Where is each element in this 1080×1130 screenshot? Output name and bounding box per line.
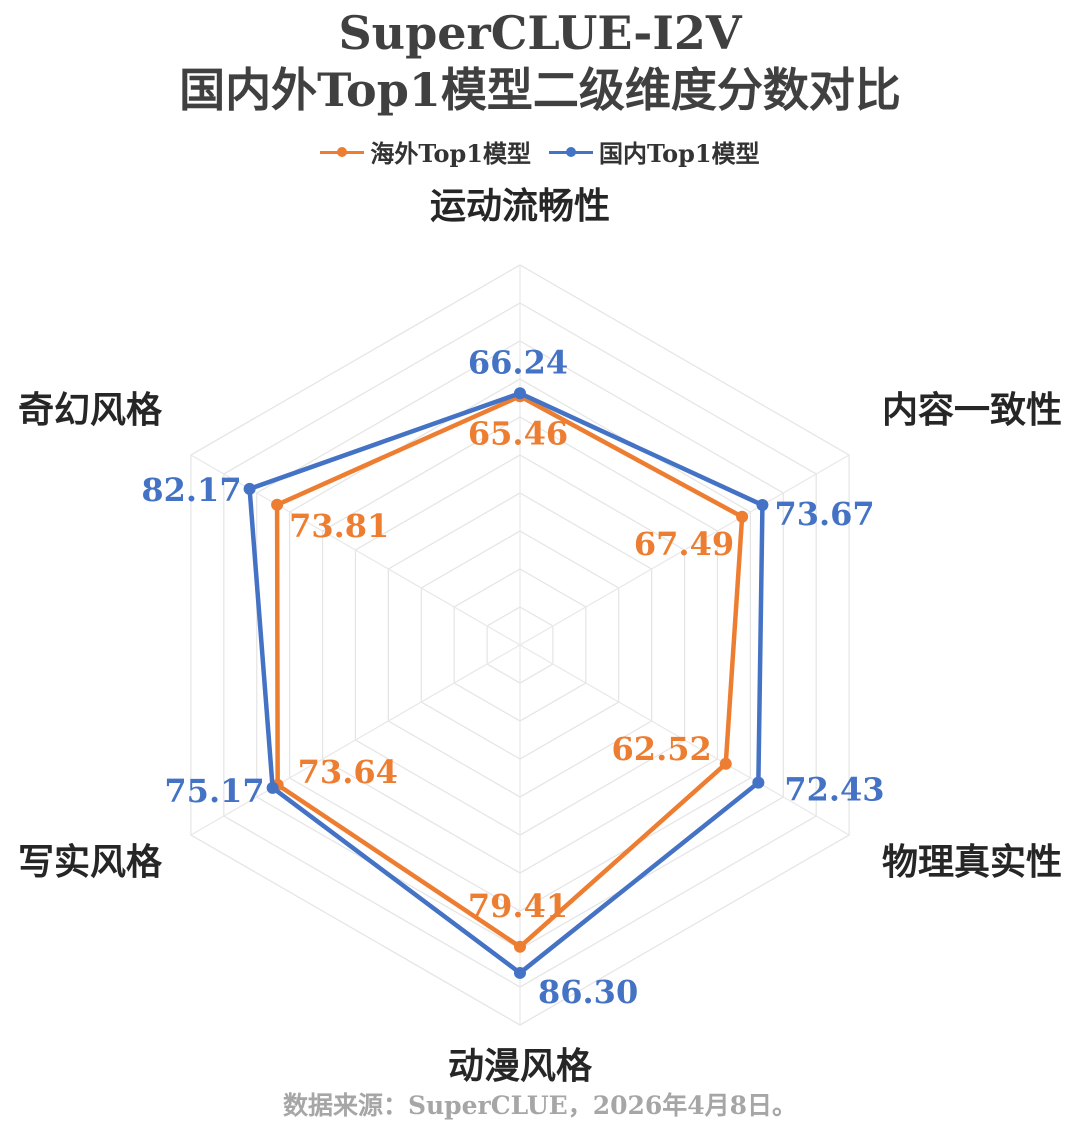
data-label: 62.52 bbox=[612, 730, 712, 768]
data-label: 73.64 bbox=[298, 753, 398, 791]
legend-swatch-domestic bbox=[549, 146, 593, 158]
data-point bbox=[719, 757, 732, 770]
data-source-note: 数据来源：SuperCLUE，2026年4月8日。 bbox=[282, 1091, 798, 1120]
data-point bbox=[271, 498, 284, 511]
data-label: 75.17 bbox=[164, 772, 264, 810]
category-label: 运动流畅性 bbox=[430, 185, 610, 227]
category-label: 内容一致性 bbox=[882, 389, 1062, 431]
data-point bbox=[266, 781, 279, 794]
data-label: 65.46 bbox=[468, 414, 568, 452]
chart-subtitle: 国内外Top1模型二级维度分数对比 bbox=[179, 63, 901, 117]
legend-swatch-overseas bbox=[320, 146, 365, 158]
title-block: SuperCLUE-I2V 国内外Top1模型二级维度分数对比 bbox=[0, 0, 1080, 122]
data-label: 82.17 bbox=[141, 471, 241, 509]
category-label: 物理真实性 bbox=[882, 841, 1062, 883]
data-label: 72.43 bbox=[784, 771, 884, 809]
grid-spoke bbox=[519, 644, 850, 836]
data-point bbox=[756, 499, 769, 512]
data-point bbox=[243, 482, 256, 495]
data-point bbox=[514, 387, 526, 400]
data-label: 73.67 bbox=[774, 495, 874, 533]
grid-spoke bbox=[519, 454, 850, 646]
legend-label-overseas: 海外Top1模型 bbox=[370, 139, 531, 168]
legend-label-domestic: 国内Top1模型 bbox=[599, 139, 760, 168]
data-label: 73.81 bbox=[289, 507, 389, 545]
data-point bbox=[514, 966, 526, 979]
data-point bbox=[736, 510, 749, 523]
data-label: 86.30 bbox=[538, 973, 638, 1011]
data-point bbox=[752, 776, 765, 789]
legend: 海外Top1模型 国内Top1模型 bbox=[0, 134, 1080, 169]
category-label: 写实风格 bbox=[18, 841, 163, 883]
data-label: 66.24 bbox=[468, 343, 568, 381]
data-point bbox=[514, 940, 526, 953]
category-label: 动漫风格 bbox=[448, 1045, 593, 1087]
legend-item-overseas: 海外Top1模型 bbox=[320, 134, 531, 169]
legend-item-domestic: 国内Top1模型 bbox=[549, 134, 760, 169]
chart-title: SuperCLUE-I2V bbox=[338, 6, 742, 60]
category-label: 奇幻风格 bbox=[18, 389, 163, 431]
data-label: 67.49 bbox=[634, 525, 734, 563]
grid-spoke bbox=[190, 644, 521, 836]
data-label: 79.41 bbox=[468, 887, 568, 925]
